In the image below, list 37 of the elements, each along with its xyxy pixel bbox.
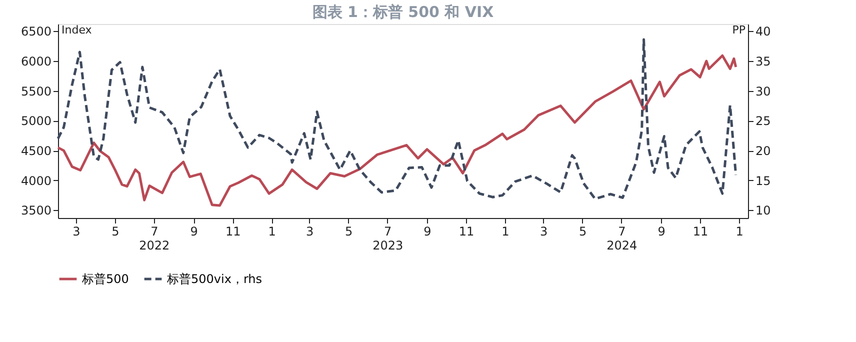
x-tick-label: 9 bbox=[658, 224, 666, 238]
x-tick-label: 5 bbox=[345, 224, 353, 238]
x-tick-label: 5 bbox=[579, 224, 587, 238]
y2-tick-label: 15 bbox=[756, 174, 771, 188]
y-axis-title: Index bbox=[62, 24, 92, 36]
y2-tick-label: 20 bbox=[756, 144, 771, 158]
y-tick-label: 5500 bbox=[20, 84, 52, 98]
x-tick-label: 1 bbox=[268, 224, 276, 238]
y2-tick-label: 10 bbox=[756, 204, 771, 218]
y-tick-label: 6500 bbox=[20, 24, 52, 39]
y-tick-label: 5000 bbox=[20, 114, 52, 128]
chart-title: 图表 1：标普 500 和 VIX bbox=[312, 3, 494, 21]
y2-axis-title: PP bbox=[732, 24, 746, 36]
x-tick-label: 7 2022 bbox=[139, 224, 170, 252]
x-tick-label: 3 bbox=[540, 224, 548, 238]
x-tick-label: 9 bbox=[424, 224, 432, 238]
x-tick-label: 1 bbox=[502, 224, 510, 238]
legend-label: 标普500 bbox=[81, 272, 129, 286]
y-tick-label: 3500 bbox=[20, 204, 52, 218]
x-tick-label: 5 bbox=[112, 224, 120, 238]
y2-tick-label: 40 bbox=[756, 24, 771, 39]
x-tick-label: 11 bbox=[458, 224, 474, 238]
x-tick-label: 1 bbox=[736, 224, 744, 238]
x-tick-label: 3 bbox=[306, 224, 314, 238]
y-tick-label: 4500 bbox=[20, 144, 52, 158]
x-tick-label: 11 bbox=[225, 224, 241, 238]
x-tick-label: 11 bbox=[692, 224, 708, 238]
x-tick-label: 7 2024 bbox=[606, 224, 638, 252]
x-tick-label: 9 bbox=[190, 224, 198, 238]
y-tick-label: 4000 bbox=[20, 174, 52, 188]
legend-label: 标普500vix，rhs bbox=[166, 272, 262, 286]
x-tick-label: 3 bbox=[72, 224, 80, 238]
y-tick-label: 6000 bbox=[20, 54, 52, 69]
y2-tick-label: 25 bbox=[756, 114, 771, 128]
y2-tick-label: 35 bbox=[756, 54, 771, 69]
y2-tick-label: 30 bbox=[756, 84, 771, 98]
x-tick-label: 7 2023 bbox=[372, 224, 404, 252]
